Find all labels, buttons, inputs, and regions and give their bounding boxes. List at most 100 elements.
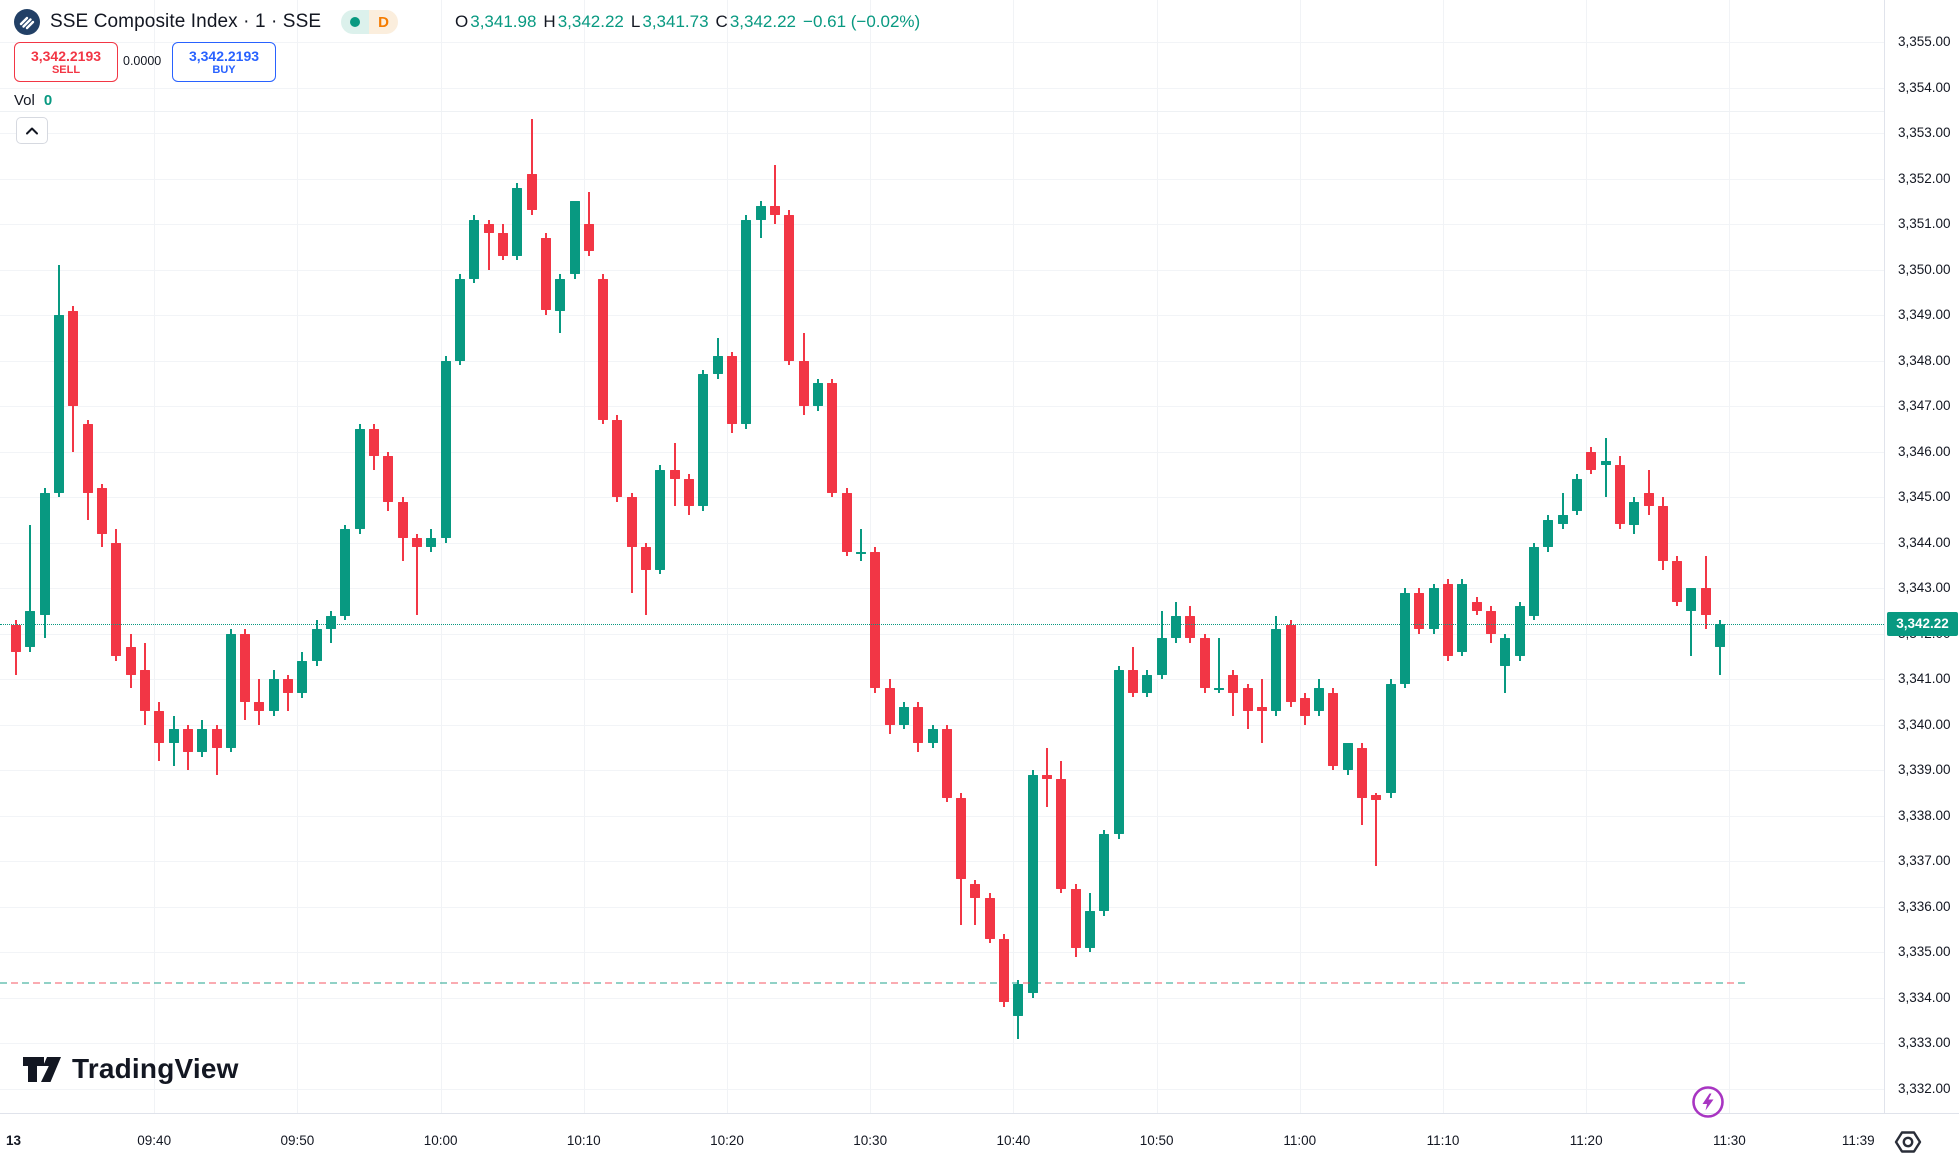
- collapse-pane-button[interactable]: [16, 117, 48, 144]
- candle-body: [526, 174, 537, 211]
- chart-plot-area[interactable]: [0, 0, 1884, 1113]
- h-gridline: [0, 588, 1884, 590]
- h-gridline: [0, 1089, 1884, 1090]
- candle-body: [1500, 638, 1511, 666]
- candle-body: [1715, 623, 1726, 648]
- time-axis-label: 10:20: [710, 1133, 744, 1148]
- price-axis-label: 3,338.00: [1898, 807, 1951, 823]
- close-value: 3,342.22: [729, 12, 797, 31]
- time-axis-label: 10:40: [996, 1133, 1031, 1148]
- candle-body: [326, 615, 336, 630]
- candle-body: [512, 187, 523, 256]
- time-axis-label: 10:30: [853, 1133, 888, 1148]
- time-axis-label: 11:30: [1713, 1133, 1746, 1148]
- current-price-label: 3,342.22: [1887, 611, 1958, 636]
- v-gridline: [297, 0, 299, 1113]
- price-axis-label: 3,351.00: [1898, 216, 1951, 232]
- time-axis-label: 09:50: [280, 1133, 315, 1148]
- price-axis-label: 3,332.00: [1898, 1081, 1951, 1096]
- candle-wick: [215, 724, 218, 775]
- candle-body: [440, 360, 451, 539]
- candle-wick: [859, 529, 862, 561]
- candle-body: [454, 278, 465, 361]
- volume-value: 0: [43, 92, 53, 109]
- candle-body: [25, 611, 36, 648]
- h-gridline: [0, 178, 1884, 180]
- tradingview-logo-icon: [23, 1057, 61, 1082]
- candle-body: [770, 205, 780, 215]
- buy-button[interactable]: 3,342.2193 BUY: [172, 42, 276, 82]
- settings-icon[interactable]: [1894, 1128, 1922, 1156]
- candle-body: [168, 729, 179, 744]
- high-value: 3,342.22: [557, 12, 624, 31]
- candle-body: [383, 456, 394, 502]
- candle-body: [311, 629, 322, 662]
- candle-body: [1600, 460, 1611, 466]
- candle-body: [956, 797, 967, 880]
- candle-body: [497, 233, 508, 256]
- candle-body: [1457, 583, 1468, 652]
- candle-body: [211, 729, 222, 748]
- v-gridline: [1443, 0, 1444, 1113]
- candle-body: [483, 224, 494, 234]
- candle-body: [1199, 638, 1210, 689]
- candle-body: [96, 488, 107, 534]
- buy-price: 3,342.2193: [188, 47, 260, 64]
- candle-wick: [416, 533, 418, 616]
- h-gridline: [0, 906, 1884, 908]
- price-axis-label: 3,353.00: [1898, 125, 1951, 140]
- sell-label: SELL: [51, 63, 81, 76]
- v-gridline: [1013, 0, 1015, 1113]
- candle-body: [1443, 583, 1453, 657]
- v-gridline: [154, 0, 156, 1113]
- price-axis[interactable]: 3,355.00 3,354.00 3,353.00 3,352.00 3,351.00…: [1884, 0, 1959, 1113]
- time-axis-label: 09:40: [137, 1133, 172, 1148]
- price-axis-label: 3,337.00: [1898, 853, 1951, 869]
- price-axis-label: 3,352.00: [1898, 170, 1951, 186]
- candle-body: [225, 633, 236, 748]
- price-axis-label: 3,354.00: [1898, 79, 1951, 95]
- candle-body: [197, 729, 208, 753]
- candle-body: [1385, 683, 1396, 793]
- candle-body: [999, 938, 1010, 1003]
- candle-body: [583, 224, 594, 252]
- sell-button[interactable]: 3,342.2193 SELL: [14, 42, 118, 82]
- close-label: C: [715, 12, 728, 31]
- volume-label: Vol: [14, 92, 35, 109]
- time-axis[interactable]: 13 09:40 09:50 10:00 10:10 10:20 10:30 10:40 10:…: [0, 1113, 1959, 1168]
- v-gridline: [583, 0, 585, 1113]
- h-gridline: [0, 451, 1884, 453]
- time-axis-label: 10:50: [1139, 1133, 1174, 1148]
- h-gridline: [0, 997, 1884, 999]
- candle-body: [1242, 688, 1253, 712]
- candle-body: [1142, 674, 1153, 693]
- symbol-status-badge[interactable]: D: [341, 10, 398, 34]
- time-axis-label: 11:00: [1283, 1133, 1317, 1148]
- h-gridline: [0, 633, 1884, 635]
- candle-body: [1586, 451, 1597, 470]
- sell-price: 3,342.2193: [30, 47, 102, 64]
- price-axis-label: 3,343.00: [1898, 580, 1951, 596]
- candle-body: [927, 729, 938, 744]
- tradingview-watermark[interactable]: TradingView: [22, 1053, 239, 1085]
- candle-body: [727, 356, 737, 425]
- candle-body: [1013, 984, 1024, 1017]
- price-axis-label: 3,341.00: [1898, 671, 1951, 687]
- price-axis-label: 3,335.00: [1898, 944, 1951, 960]
- high-label: H: [543, 12, 556, 31]
- candle-body: [340, 529, 351, 616]
- candle-body: [1228, 674, 1239, 693]
- page-title: SSE Composite Index · 1 · SSE: [50, 11, 322, 32]
- price-axis-label: 3,334.00: [1898, 989, 1951, 1005]
- candle-body: [1571, 479, 1582, 511]
- candle-body: [1629, 501, 1640, 525]
- h-gridline: [0, 315, 1884, 317]
- candle-wick: [974, 879, 977, 926]
- candle-body: [655, 469, 666, 570]
- time-axis-label: 11:39: [1841, 1133, 1875, 1148]
- candle-body: [1256, 706, 1267, 712]
- candle-body: [11, 624, 21, 652]
- candle-body: [941, 729, 952, 798]
- lightning-icon[interactable]: [1691, 1085, 1725, 1119]
- candle-body: [1128, 670, 1138, 693]
